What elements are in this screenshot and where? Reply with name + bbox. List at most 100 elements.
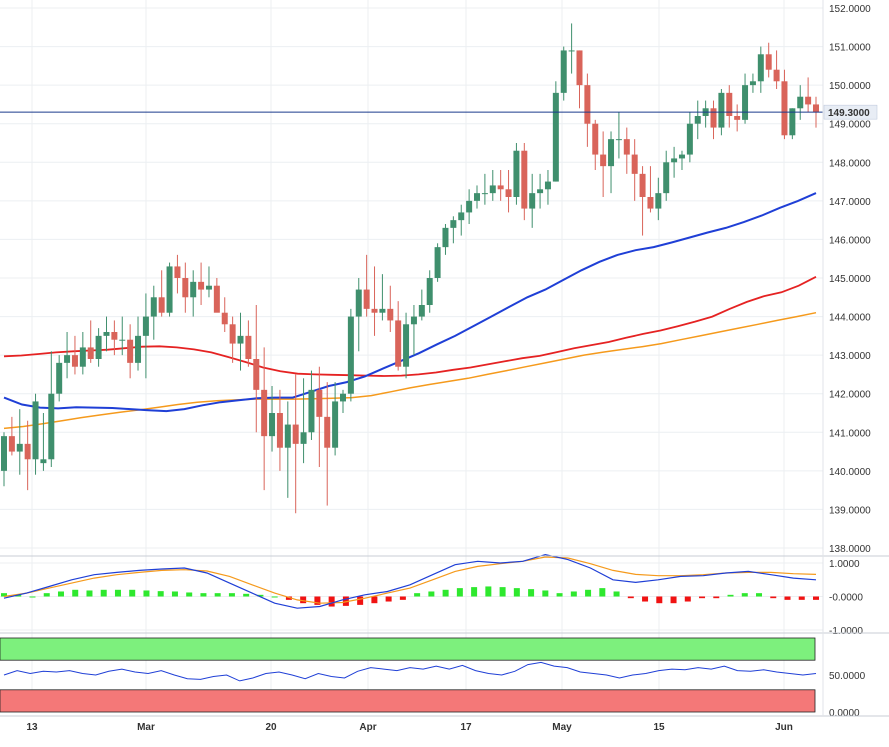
candle-up [655,193,662,209]
candle-down [292,424,299,444]
macd-histogram-bar-negative [399,596,406,600]
candle-down [781,81,788,136]
macd-histogram-bar-positive [456,588,463,597]
macd-histogram-bar-negative [813,596,819,600]
macd-histogram-bar-positive [228,593,235,597]
macd-signal-line [3,556,817,604]
x-tick-label: 13 [26,722,38,733]
candle-up [694,116,701,124]
macd-tick-label: -0.0000 [829,593,863,604]
rsi-tick-label: 0.0000 [829,708,860,719]
price-tick-label: 147.0000 [829,197,871,208]
candle-up [450,220,457,228]
candle-up [749,81,756,86]
candle-down [182,278,189,298]
candle-down [584,85,591,124]
candle-up [678,154,685,159]
macd-histogram-bar-positive [57,591,64,597]
candle-up [537,189,544,194]
macd-histogram-bar-positive [186,592,193,597]
rsi-tick-label: 50.0000 [829,671,866,682]
candle-up [552,92,559,182]
candle-up [355,289,362,317]
macd-histogram-bar-positive [86,590,93,597]
candle-up [79,347,86,367]
candle-up [442,227,449,248]
rsi-line [3,661,817,682]
candle-down [8,436,15,452]
candle-up [205,285,212,290]
macd-histogram-bar-negative [684,596,691,602]
candle-down [497,185,504,190]
candle-down [316,389,323,417]
candle-up [789,108,796,136]
candle-up [56,362,63,394]
candle-up [568,50,575,52]
candle-down [813,104,819,113]
macd-histogram-bar-positive [613,591,620,597]
price-tick-label: 149.0000 [829,120,871,131]
price-tick-label: 144.0000 [829,313,871,324]
macd-histogram-bar-positive [271,596,278,598]
macd-panel [0,553,823,631]
candle-up [119,339,126,341]
price-tick-label: 140.0000 [829,467,871,478]
candle-up [474,193,481,201]
macd-histogram-bar-positive [15,594,22,597]
macd-histogram-bar-negative [342,596,349,606]
candle-up [560,50,567,93]
candle-up [742,85,749,120]
candle-up [339,393,346,402]
candle-up [489,185,496,194]
candle-down [631,154,638,174]
x-tick-label: Jun [775,722,793,733]
candle-down [276,413,283,448]
candle-down [623,139,630,155]
candle-up [332,401,339,448]
candle-down [198,281,205,290]
macd-tick-label: 1.0000 [829,559,860,570]
candle-down [127,339,134,363]
macd-histogram-bar-negative [300,596,307,604]
macd-histogram-bar-positive [72,589,79,597]
candle-down [245,335,252,359]
candle-down [324,416,331,448]
macd-histogram-bar-positive [143,590,150,597]
candle-up [166,266,173,313]
x-tick-label: May [552,722,572,733]
candle-down [221,312,228,325]
price-tick-label: 143.0000 [829,351,871,362]
macd-histogram-bar-positive [414,593,421,597]
price-tick-label: 150.0000 [829,81,871,92]
x-tick-label: 20 [265,722,277,733]
candle-down [261,389,268,437]
candle-down [765,54,772,70]
candle-down [647,197,654,209]
macd-histogram-bar-positive [585,589,592,597]
candle-up [150,297,157,317]
rsi-oversold-zone [0,689,816,713]
macd-histogram-bar-positive [442,589,449,597]
candle-down [505,189,512,197]
candle-up [48,393,55,460]
candle-down [395,320,402,367]
macd-histogram-bar-negative [784,596,791,600]
price-tick-label: 146.0000 [829,235,871,246]
candle-up [466,200,473,213]
candle-up [671,158,678,163]
macd-histogram-bar-negative [314,596,321,605]
panel-separators [0,0,889,717]
candles [1,23,819,514]
candle-up [190,281,197,298]
macd-histogram-bar-positive [257,594,264,597]
candle-up [426,278,433,305]
candle-down [213,285,220,313]
candle-up [418,305,425,317]
macd-histogram-bar-negative [357,596,364,605]
candle-down [387,308,394,321]
candle-down [253,359,260,390]
candle-up [16,443,23,452]
candle-down [521,150,528,209]
candle-up [32,401,39,460]
